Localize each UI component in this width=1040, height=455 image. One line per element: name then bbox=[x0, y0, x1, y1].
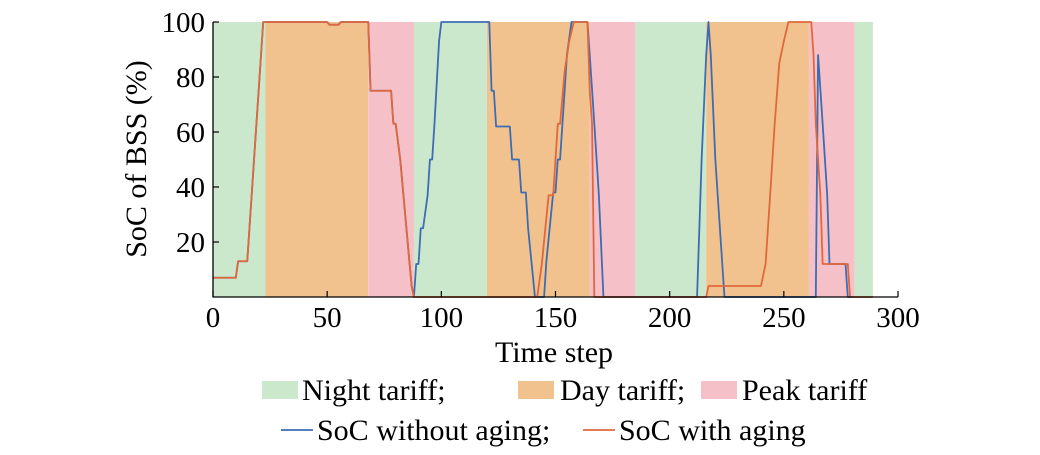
x-tick-label: 100 bbox=[420, 302, 464, 334]
series-line-with-aging bbox=[213, 21, 873, 298]
y-tick-label: 100 bbox=[162, 7, 206, 39]
tariff-band-night bbox=[854, 22, 873, 297]
x-tick-label: 200 bbox=[648, 302, 692, 334]
legend-label: SoC without aging; bbox=[317, 414, 550, 447]
x-tick-label: 0 bbox=[206, 302, 221, 334]
tariff-band-night bbox=[213, 22, 266, 297]
series-lines bbox=[213, 21, 873, 298]
tariff-band-day bbox=[487, 22, 590, 297]
tariff-band-night bbox=[635, 22, 707, 297]
legend-swatch-night-tariff bbox=[262, 381, 298, 399]
x-tick-label: 300 bbox=[876, 302, 920, 334]
x-tick-label: 150 bbox=[534, 302, 578, 334]
tariff-band-peak bbox=[368, 22, 414, 297]
legend-label: Peak tariff bbox=[742, 374, 867, 407]
legend-swatch-day-tariff bbox=[518, 381, 554, 399]
y-tick-label: 80 bbox=[176, 62, 205, 94]
y-axis-title: SoC of BSS (%) bbox=[120, 60, 153, 258]
legend: Night tariff; Day tariff; Peak tariff SoC w… bbox=[262, 374, 867, 447]
tariff-band-day bbox=[265, 22, 369, 297]
legend-label: Day tariff; bbox=[560, 374, 685, 407]
x-axis-title: Time step bbox=[495, 336, 613, 369]
x-tick-label: 250 bbox=[762, 302, 806, 334]
x-tick-label: 50 bbox=[313, 302, 342, 334]
y-tick-label: 60 bbox=[176, 117, 205, 149]
legend-swatch-peak-tariff bbox=[701, 381, 737, 399]
y-tick-label: 20 bbox=[176, 227, 205, 259]
tariff-band-day bbox=[706, 22, 809, 297]
axes bbox=[212, 21, 899, 298]
legend-label: Night tariff; bbox=[302, 374, 446, 407]
tick-labels: 0 50 100 150 200 250 300 20 40 60 80 100 bbox=[162, 7, 920, 334]
y-tick-label: 40 bbox=[176, 172, 205, 204]
tariff-band-night bbox=[413, 22, 487, 297]
legend-label: SoC with aging bbox=[619, 414, 806, 447]
